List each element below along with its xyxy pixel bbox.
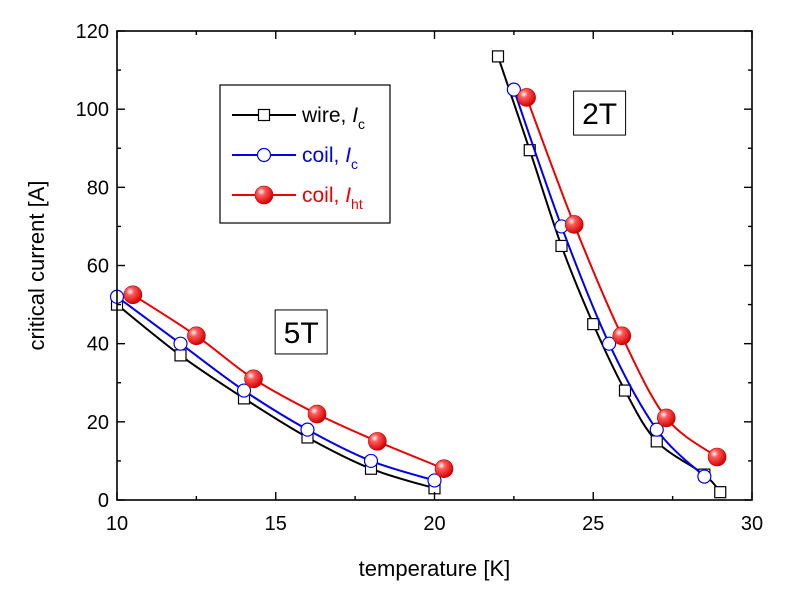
series-1-point: [649, 422, 664, 437]
legend-label: coil, Iht: [302, 184, 363, 212]
y-tick-label: 120: [76, 21, 109, 43]
series-1: [109, 82, 712, 488]
legend-label: wire, Ic: [301, 104, 365, 132]
y-tick-label: 20: [87, 412, 109, 434]
series-0-point: [650, 435, 663, 448]
series-0-point: [587, 318, 600, 331]
series-1-point: [236, 383, 252, 398]
series-1-point: [602, 336, 617, 351]
series-2-point: [564, 215, 584, 234]
legend-label: coil, Ic: [302, 144, 358, 172]
series-0-point: [491, 50, 505, 63]
series-1-point: [427, 473, 442, 488]
series-0-point: [555, 239, 568, 253]
series-1-point: [173, 336, 188, 351]
y-axis-title: critical current [A]: [24, 181, 49, 351]
legend-entry: coil, Iht: [232, 184, 363, 212]
series-1-point: [300, 422, 315, 437]
series-2-point: [123, 285, 143, 305]
series-1-point: [506, 82, 521, 97]
legend-marker: [257, 108, 271, 122]
series-0-point: [618, 384, 632, 397]
series-0-point: [174, 349, 187, 362]
series-2-line-1: [525, 97, 718, 458]
x-tick-label: 30: [741, 513, 763, 535]
series-1-point: [697, 469, 712, 484]
x-tick-label: 25: [582, 513, 604, 535]
series-2-point: [368, 432, 387, 451]
series-0: [110, 50, 727, 499]
x-tick-label: 15: [265, 513, 287, 535]
x-axis-title: temperature [K]: [359, 556, 511, 581]
series-1-point: [363, 453, 379, 469]
series-1-line-1: [512, 89, 706, 478]
series-2-point: [244, 369, 263, 389]
series-2-point: [187, 326, 206, 346]
annotation-layer: 5T 2T: [274, 90, 627, 355]
legend-marker: [256, 147, 272, 163]
series-layer: [109, 50, 727, 499]
series-2-point: [612, 326, 632, 346]
series-2-point: [434, 459, 454, 479]
series-2-point: [517, 88, 536, 107]
annotation-label: 5T: [284, 317, 319, 350]
series-2-point: [307, 404, 327, 424]
y-tick-label: 80: [87, 177, 109, 199]
series-0-point: [714, 486, 727, 499]
legend: wire, Ic coil, Ic coil, Iht: [219, 84, 391, 224]
annotation-box: [573, 90, 627, 136]
legend-entry: coil, Ic: [232, 144, 358, 172]
series-2-point: [656, 408, 676, 428]
x-tick-label: 20: [423, 513, 445, 535]
y-tick-label: 60: [87, 256, 109, 278]
legend-marker: [254, 185, 274, 205]
annotation-box: [274, 309, 328, 355]
annotation-label: 2T: [582, 98, 617, 131]
tick-layer: 10 15 20 25 30 0 20 40 60 80 100 120: [76, 21, 764, 535]
legend-entry: wire, Ic: [232, 104, 365, 132]
x-tick-label: 10: [106, 513, 128, 535]
y-tick-label: 100: [76, 99, 109, 121]
series-2-point: [707, 447, 727, 467]
y-tick-label: 0: [98, 490, 109, 512]
y-tick-label: 40: [87, 334, 109, 356]
series-2: [123, 88, 727, 479]
